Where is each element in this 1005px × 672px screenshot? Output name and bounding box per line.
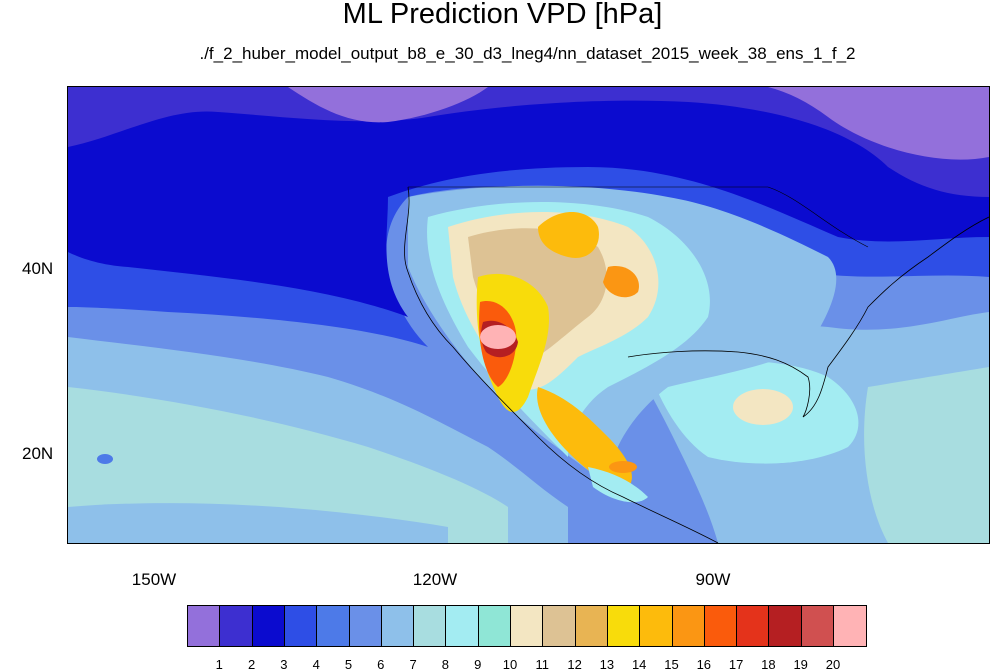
- colorbar-tick-label: 4: [312, 657, 320, 672]
- contour-band-11-gulf: [733, 389, 793, 425]
- colorbar-tick-label: 12: [567, 657, 582, 672]
- colorbar-swatch: [736, 605, 771, 647]
- colorbar-tick-label: 20: [825, 657, 841, 672]
- west-coastline: [404, 186, 719, 543]
- colorbar-swatch: [800, 605, 835, 647]
- colorbar-swatch: [316, 605, 351, 647]
- colorbar-swatch: [413, 605, 448, 647]
- contour-band-1-gulf-alaska: [288, 87, 488, 123]
- contour-band-15-plains: [538, 212, 599, 258]
- colorbar: 1 2 3 4 5 6 7 8 9 10 11 12 13 14 15 16 17 18 19 20: [187, 605, 867, 672]
- colorbar-tick-label: 14: [631, 657, 647, 672]
- colorbar-tick-label: 3: [280, 657, 288, 672]
- colorbar-swatch: [510, 605, 544, 647]
- colorbar-tick-label: 5: [344, 657, 353, 672]
- colorbar-swatch: [833, 605, 867, 647]
- contour-band-1-ne: [768, 87, 989, 160]
- colorbar-swatch: [187, 605, 221, 647]
- colorbar-swatch: [445, 605, 480, 647]
- contour-band-7-south: [68, 503, 448, 543]
- map-title: ML Prediction VPD [hPa]: [342, 0, 663, 30]
- colorbar-swatch: [542, 605, 577, 647]
- lon-label-150w: 150W: [131, 570, 177, 589]
- lat-label-20n: 20N: [22, 444, 54, 463]
- contour-band-20-max: [480, 325, 516, 349]
- vpd-contour-map: [68, 87, 989, 543]
- colorbar-swatch: [219, 605, 254, 647]
- colorbar-swatch: [380, 605, 415, 647]
- colorbar-tick-label: 6: [377, 657, 385, 672]
- contour-band-16-mexico: [609, 461, 637, 473]
- contour-band-15-mexico: [537, 387, 632, 487]
- contour-band-2: [68, 87, 989, 197]
- colorbar-tick-label: 18: [761, 657, 776, 672]
- colorbar-tick-label: 8: [441, 657, 449, 672]
- colorbar-tick-label: 10: [502, 657, 518, 672]
- colorbar-tick-label: 11: [535, 657, 550, 672]
- map-plot-area: [67, 86, 990, 544]
- colorbar-swatch: [574, 605, 609, 647]
- east-coastline: [627, 216, 989, 418]
- colorbar-tick-label: 2: [247, 657, 256, 672]
- map-subtitle: ./f_2_huber_model_output_b8_e_30_d3_lneg…: [199, 44, 856, 63]
- contour-band-16-plains: [603, 266, 639, 298]
- contour-band-3: [68, 87, 989, 317]
- colorbar-swatch: [606, 605, 641, 647]
- colorbar-tick-label: 17: [728, 657, 744, 672]
- contour-band-8-caribbean: [864, 367, 989, 543]
- lon-label-90w: 90W: [695, 570, 731, 589]
- lon-label-120w: 120W: [412, 570, 458, 589]
- colorbar-tick-label: 16: [696, 657, 712, 672]
- colorbar-tick-label: 13: [599, 657, 615, 672]
- colorbar-tick-label: 7: [409, 657, 417, 672]
- colorbar-swatch: [251, 605, 286, 647]
- hawaii-land: [97, 454, 113, 464]
- lat-label-40n: 40N: [22, 259, 54, 278]
- colorbar-tick-label: 19: [793, 657, 808, 672]
- colorbar-swatch: [639, 605, 674, 647]
- colorbar-tick-label: 1: [215, 657, 223, 672]
- colorbar-swatch: [671, 605, 706, 647]
- colorbar-swatch: [477, 605, 512, 647]
- colorbar-tick-label: 9: [474, 657, 482, 672]
- colorbar-swatch: [768, 605, 803, 647]
- colorbar-swatch: [283, 605, 318, 647]
- colorbar-swatch: [348, 605, 383, 647]
- contour-band-9-mexico: [588, 467, 648, 503]
- canada-border: [408, 186, 869, 248]
- colorbar-tick-label: 15: [664, 657, 679, 672]
- colorbar-swatch: [703, 605, 738, 647]
